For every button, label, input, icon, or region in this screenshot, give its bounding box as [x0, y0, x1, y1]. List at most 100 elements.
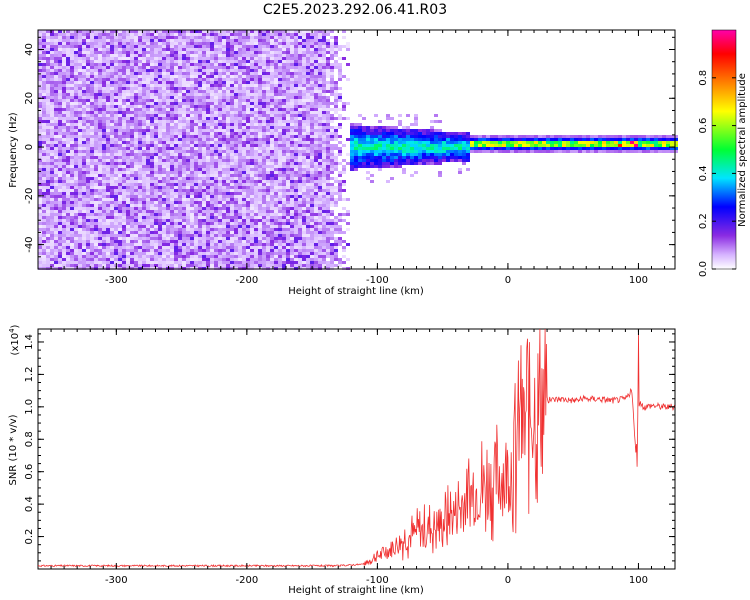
heatmap-cell: [146, 174, 150, 177]
heatmap-cell: [218, 30, 222, 33]
heatmap-cell: [274, 117, 278, 120]
heatmap-cell: [186, 183, 190, 186]
heatmap-cell: [218, 252, 222, 255]
heatmap-cell: [206, 165, 210, 168]
heatmap-cell: [90, 99, 94, 102]
heatmap-cell: [250, 63, 254, 66]
heatmap-cell: [130, 183, 134, 186]
heatmap-cell: [254, 255, 258, 258]
heatmap-cell: [82, 249, 86, 252]
heatmap-cell: [166, 183, 170, 186]
heatmap-cell: [246, 135, 250, 138]
heatmap-cell: [42, 147, 46, 150]
heatmap-cell: [94, 225, 98, 228]
heatmap-cell: [50, 66, 54, 69]
heatmap-cell: [78, 69, 82, 72]
heatmap-cell: [86, 114, 90, 117]
heatmap-cell: [78, 90, 82, 93]
heatmap-cell: [178, 111, 182, 114]
heatmap-cell: [90, 138, 94, 141]
heatmap-cell: [198, 237, 202, 240]
heatmap-cell: [202, 171, 206, 174]
heatmap-cell: [214, 81, 218, 84]
heatmap-cell: [174, 78, 178, 81]
heatmap-cell: [158, 177, 162, 180]
heatmap-cell: [174, 135, 178, 138]
heatmap-cell: [242, 213, 246, 216]
heatmap-cell: [98, 246, 102, 249]
heatmap-cell: [46, 204, 50, 207]
heatmap-cell: [246, 264, 250, 267]
heatmap-cell: [246, 63, 250, 66]
heatmap-cell: [202, 90, 206, 93]
heatmap-cell: [94, 159, 98, 162]
heatmap-cell: [42, 174, 46, 177]
heatmap-cell: [274, 225, 278, 228]
heatmap-cell: [266, 159, 270, 162]
heatmap-cell: [118, 264, 122, 267]
heatmap-cell: [134, 48, 138, 51]
heatmap-cell: [278, 99, 282, 102]
heatmap-cell: [198, 54, 202, 57]
heatmap-cell: [278, 39, 282, 42]
heatmap-cell: [150, 201, 154, 204]
heatmap-cell: [194, 123, 198, 126]
heatmap-cell: [162, 222, 166, 225]
heatmap-cell: [90, 48, 94, 51]
heatmap-cell: [254, 54, 258, 57]
heatmap-cell: [118, 123, 122, 126]
heatmap-cell: [226, 132, 230, 135]
heatmap-cell: [162, 168, 166, 171]
heatmap-cell: [130, 99, 134, 102]
heatmap-cell: [146, 45, 150, 48]
heatmap-cell: [102, 60, 106, 63]
heatmap-cell: [62, 42, 66, 45]
heatmap-cell: [194, 36, 198, 39]
heatmap-cell: [134, 51, 138, 54]
heatmap-cell: [38, 135, 42, 138]
heatmap-cell: [226, 258, 230, 261]
heatmap-cell: [286, 117, 290, 120]
heatmap-cell: [174, 171, 178, 174]
heatmap-cell: [98, 234, 102, 237]
heatmap-cell: [118, 129, 122, 132]
heatmap-cell: [214, 90, 218, 93]
heatmap-cell: [78, 144, 82, 147]
heatmap-cell: [142, 222, 146, 225]
heatmap-cell: [218, 75, 222, 78]
heatmap-cell: [190, 75, 194, 78]
heatmap-cell: [274, 228, 278, 231]
heatmap-cell: [194, 129, 198, 132]
heatmap-cell: [202, 243, 206, 246]
heatmap-cell: [190, 192, 194, 195]
heatmap-cell: [214, 144, 218, 147]
heatmap-cell: [110, 165, 114, 168]
heatmap-cell: [274, 69, 278, 72]
heatmap-cell: [218, 108, 222, 111]
heatmap-cell: [178, 93, 182, 96]
heatmap-cell: [282, 255, 286, 258]
heatmap-cell: [186, 195, 190, 198]
heatmap-cell: [266, 264, 270, 267]
heatmap-cell: [122, 78, 126, 81]
heatmap-cell: [282, 246, 286, 249]
heatmap-cell: [126, 171, 130, 174]
heatmap-cell: [38, 87, 42, 90]
heatmap-cell: [206, 93, 210, 96]
heatmap-cell: [50, 219, 54, 222]
heatmap-cell: [278, 165, 282, 168]
heatmap-cell: [250, 162, 254, 165]
heatmap-cell: [46, 174, 50, 177]
heatmap-cell: [202, 255, 206, 258]
heatmap-cell: [42, 153, 46, 156]
heatmap-cell: [250, 222, 254, 225]
heatmap-cell: [186, 222, 190, 225]
heatmap-cell: [110, 156, 114, 159]
heatmap-cell: [118, 141, 122, 144]
heatmap-cell: [38, 186, 42, 189]
heatmap-cell: [118, 126, 122, 129]
heatmap-cell: [90, 198, 94, 201]
heatmap-cell: [274, 147, 278, 150]
heatmap-cell: [130, 210, 134, 213]
heatmap-cell: [226, 252, 230, 255]
